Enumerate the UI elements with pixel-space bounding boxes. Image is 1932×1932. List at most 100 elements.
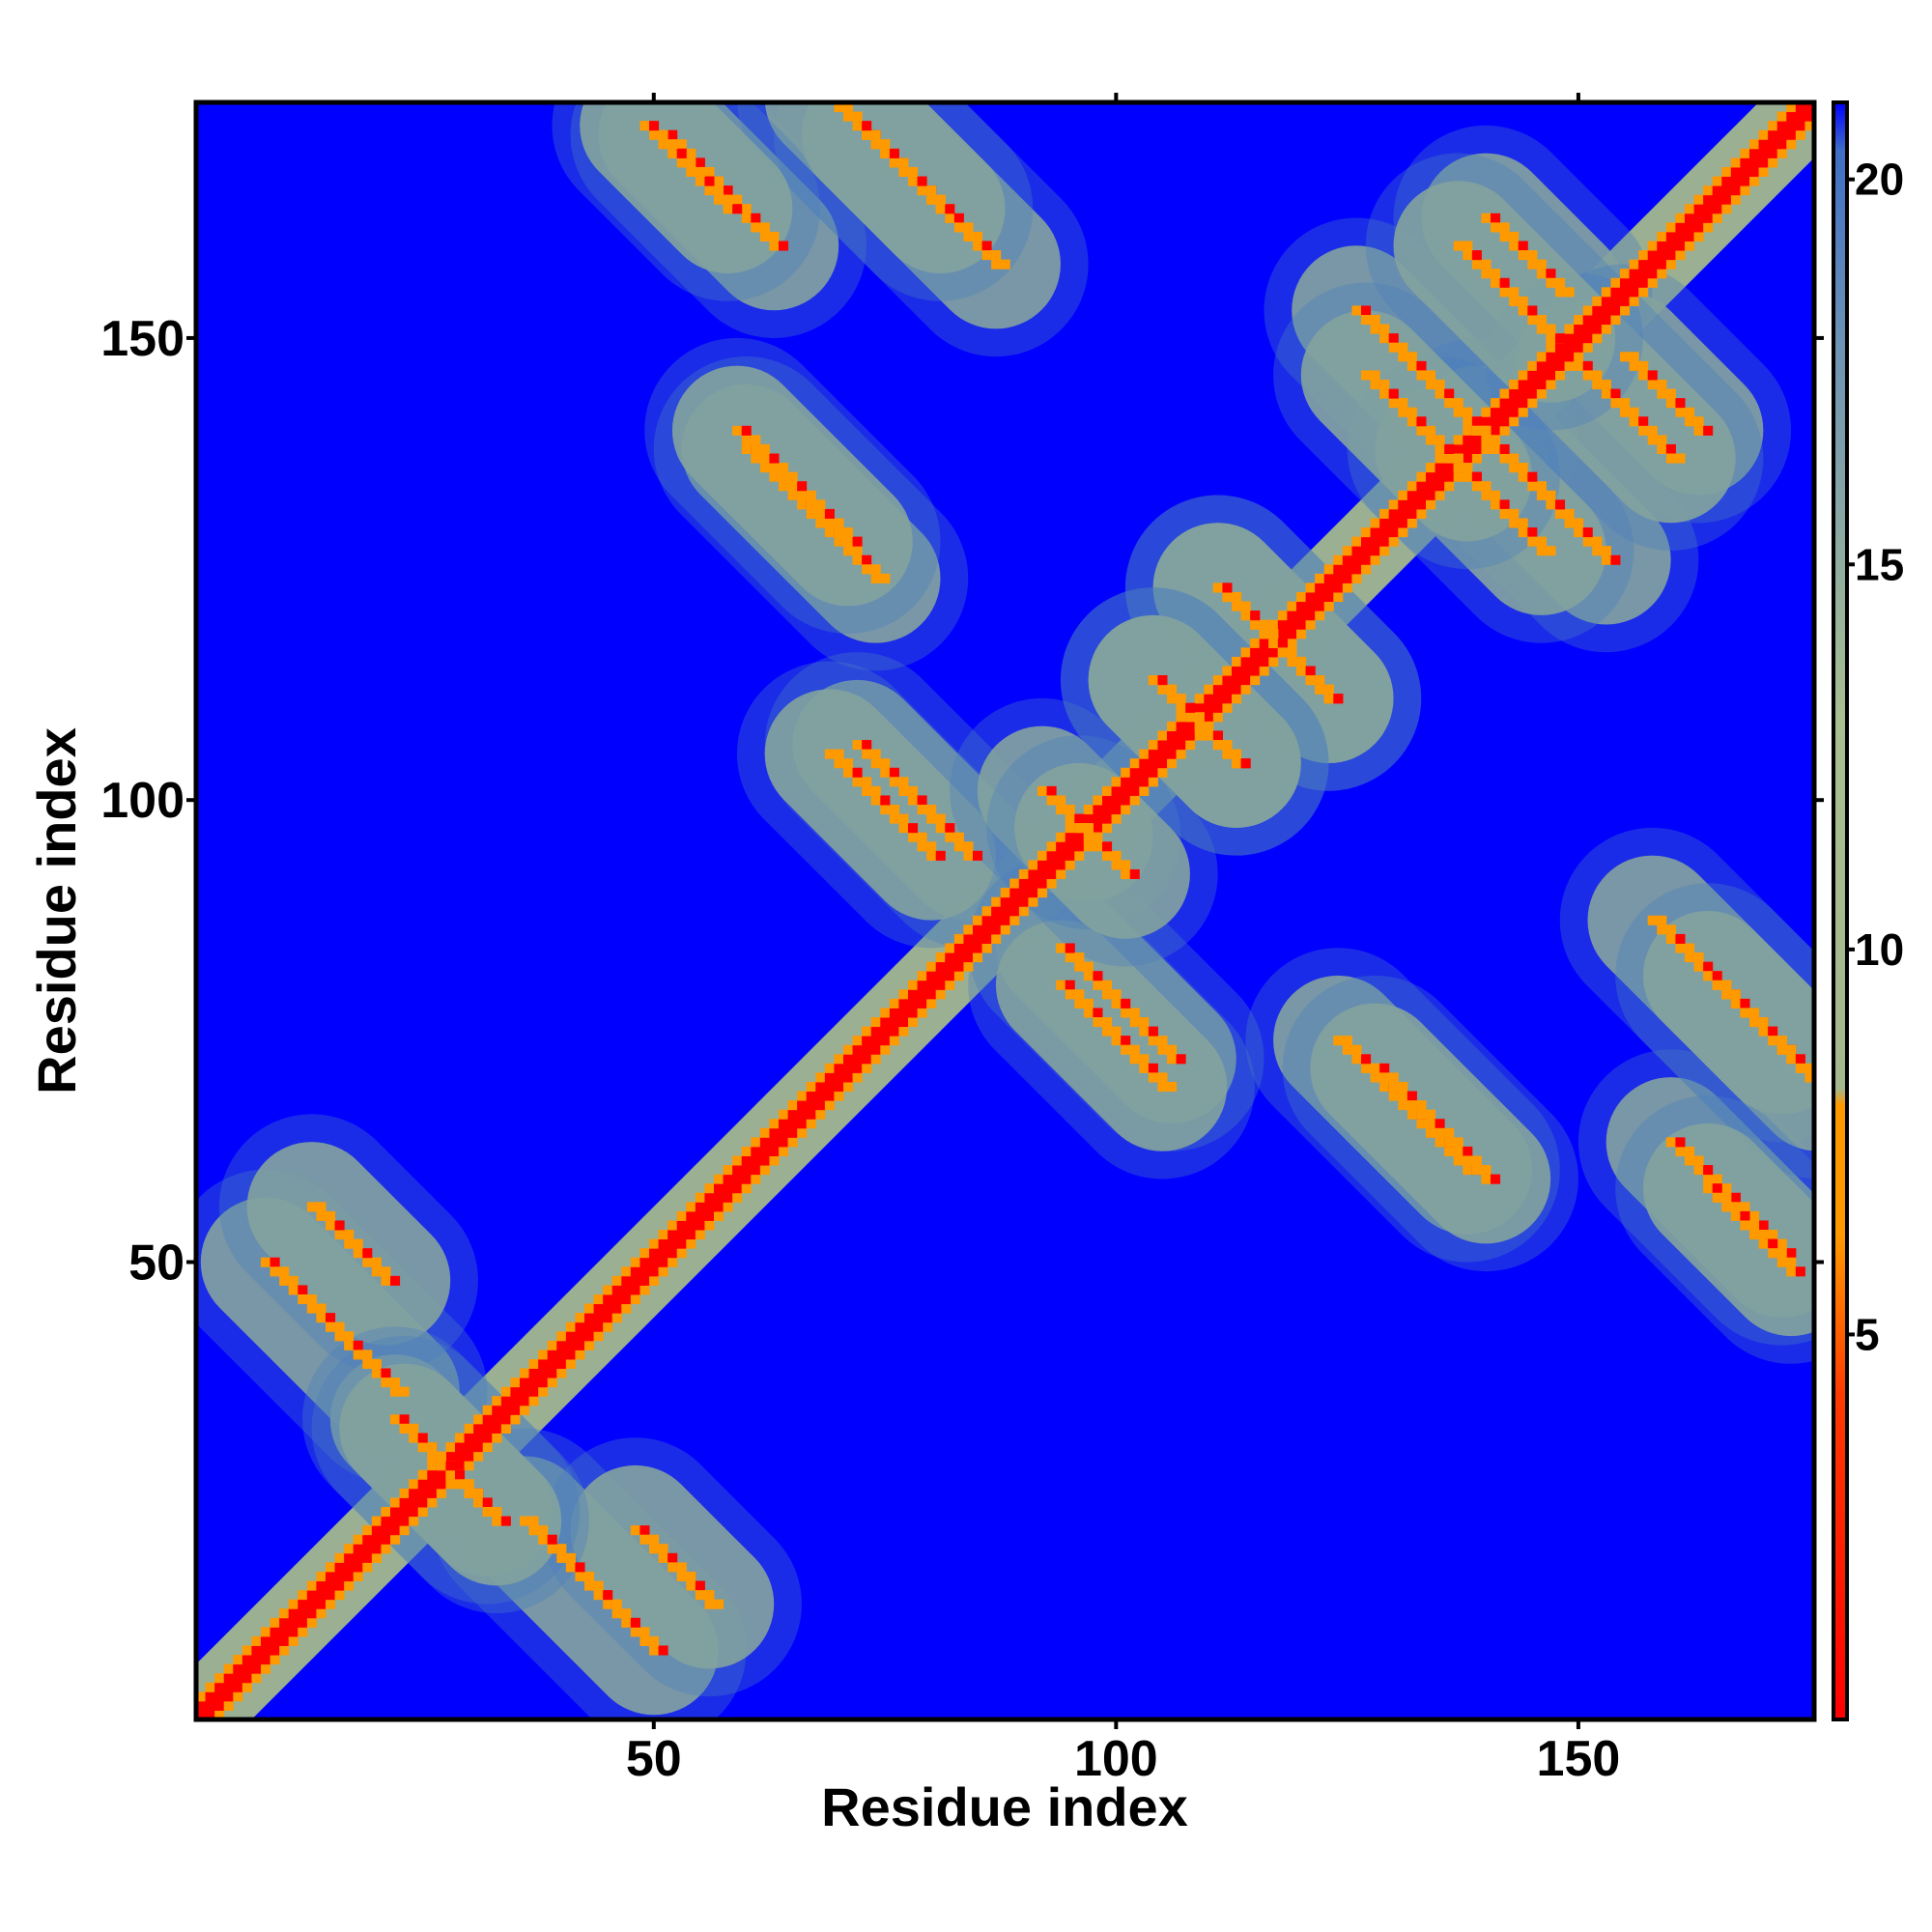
contact-cell [298, 1293, 308, 1305]
diagonal-cell [843, 1054, 854, 1065]
diagonal-cell [1037, 868, 1048, 880]
diagonal-cell [399, 1506, 410, 1518]
contact-cell [1740, 998, 1750, 1009]
diagonal-cell [436, 1488, 446, 1498]
diagonal-cell [723, 1174, 733, 1184]
diagonal-cell [953, 933, 964, 944]
diagonal-cell [270, 1645, 280, 1656]
contact-cell [741, 213, 752, 223]
contact-cell [1388, 1091, 1399, 1101]
diagonal-cell [565, 1321, 576, 1332]
diagonal-cell [205, 1682, 215, 1692]
diagonal-cell [714, 1202, 724, 1212]
diagonal-cell [1065, 832, 1075, 842]
diagonal-cell [1277, 629, 1288, 639]
diagonal-cell [779, 1119, 789, 1129]
contact-cell [353, 1340, 363, 1350]
diagonal-cell [1185, 730, 1196, 741]
diagonal-cell [593, 1313, 604, 1323]
diagonal-cell [528, 1358, 539, 1370]
contact-cell [1102, 989, 1113, 1000]
contact-cell [1453, 241, 1463, 251]
diagonal-cell [935, 971, 946, 981]
contact-cell [834, 749, 844, 759]
contact-cell [1499, 443, 1510, 454]
diagonal-cell [381, 1544, 391, 1554]
plot-frame [193, 99, 1817, 1722]
contact-cell [769, 471, 780, 482]
diagonal-cell [1268, 647, 1279, 658]
diagonal-cell [1786, 139, 1797, 150]
contact-cell [1065, 804, 1075, 815]
contact-cell [1185, 702, 1196, 713]
diagonal-cell [1786, 129, 1797, 140]
contact-cell [1518, 518, 1528, 528]
contact-cell [1509, 231, 1520, 242]
contact-cell [1426, 379, 1436, 390]
contact-cell [1388, 342, 1399, 353]
diagonal-cell [759, 1146, 770, 1156]
contact-cell [316, 1303, 327, 1314]
diagonal-cell [898, 989, 909, 1000]
diagonal-cell [1157, 758, 1168, 769]
diagonal-cell [306, 1599, 317, 1609]
diagonal-cell [1250, 656, 1261, 668]
contact-cell [1740, 1210, 1750, 1221]
contact-cell [1157, 1081, 1168, 1093]
diagonal-cell [427, 1461, 438, 1471]
contact-cell [1527, 250, 1538, 261]
contact-cell [1435, 435, 1445, 445]
contact-cell [1463, 463, 1473, 473]
contact-cell [1406, 1109, 1417, 1120]
diagonal-cell [1481, 443, 1492, 454]
contact-cell [1721, 1183, 1732, 1194]
diagonal-cell [242, 1655, 252, 1665]
diagonal-cell [565, 1340, 576, 1350]
diagonal-cell [806, 1119, 816, 1129]
diagonal-cell [1222, 702, 1233, 713]
diagonal-cell [1342, 554, 1352, 565]
diagonal-cell [1240, 647, 1251, 658]
contact-cell [880, 758, 891, 769]
contact-cell [575, 1571, 585, 1582]
diagonal-cell [316, 1571, 327, 1582]
contact-cell [1721, 1192, 1732, 1203]
diagonal-cell [575, 1331, 585, 1342]
contact-cell [1398, 398, 1408, 409]
diagonal-cell [1370, 546, 1380, 556]
contact-cell [381, 1266, 391, 1277]
contact-cell [1453, 1137, 1463, 1148]
contact-cell [1315, 684, 1325, 695]
diagonal-cell [1102, 823, 1113, 834]
contact-cell [1638, 370, 1649, 381]
diagonal-cell [695, 1210, 705, 1221]
diagonal-cell [611, 1275, 622, 1286]
diagonal-cell [223, 1700, 234, 1711]
contact-cell [1509, 296, 1520, 306]
diagonal-cell [1277, 619, 1288, 630]
diagonal-cell [1426, 481, 1436, 492]
diagonal-cell [464, 1423, 474, 1434]
contact-cell [1167, 1044, 1178, 1055]
contact-cell [1333, 1036, 1344, 1046]
contact-cell [1509, 453, 1520, 464]
diagonal-cell [981, 924, 992, 935]
contact-cell [1121, 860, 1131, 870]
diagonal-cell [1721, 194, 1732, 205]
contact-cell [695, 157, 705, 168]
contact-cell [344, 1340, 355, 1350]
contact-cell [1296, 666, 1307, 676]
colorbar-tick-label: 10 [1855, 924, 1904, 975]
contact-cell [1675, 933, 1686, 944]
contact-cell [1629, 360, 1639, 371]
diagonal-cell [991, 933, 1002, 944]
diagonal-cell [1296, 619, 1307, 630]
contact-cell [1121, 1044, 1131, 1055]
contact-cell [1693, 1165, 1704, 1176]
diagonal-cell [1018, 868, 1029, 880]
diagonal-cell [1240, 675, 1251, 686]
diagonal-cell [1703, 185, 1714, 196]
contact-cell [704, 166, 715, 178]
diagonal-cell [390, 1516, 401, 1526]
contact-cell [630, 1617, 640, 1628]
